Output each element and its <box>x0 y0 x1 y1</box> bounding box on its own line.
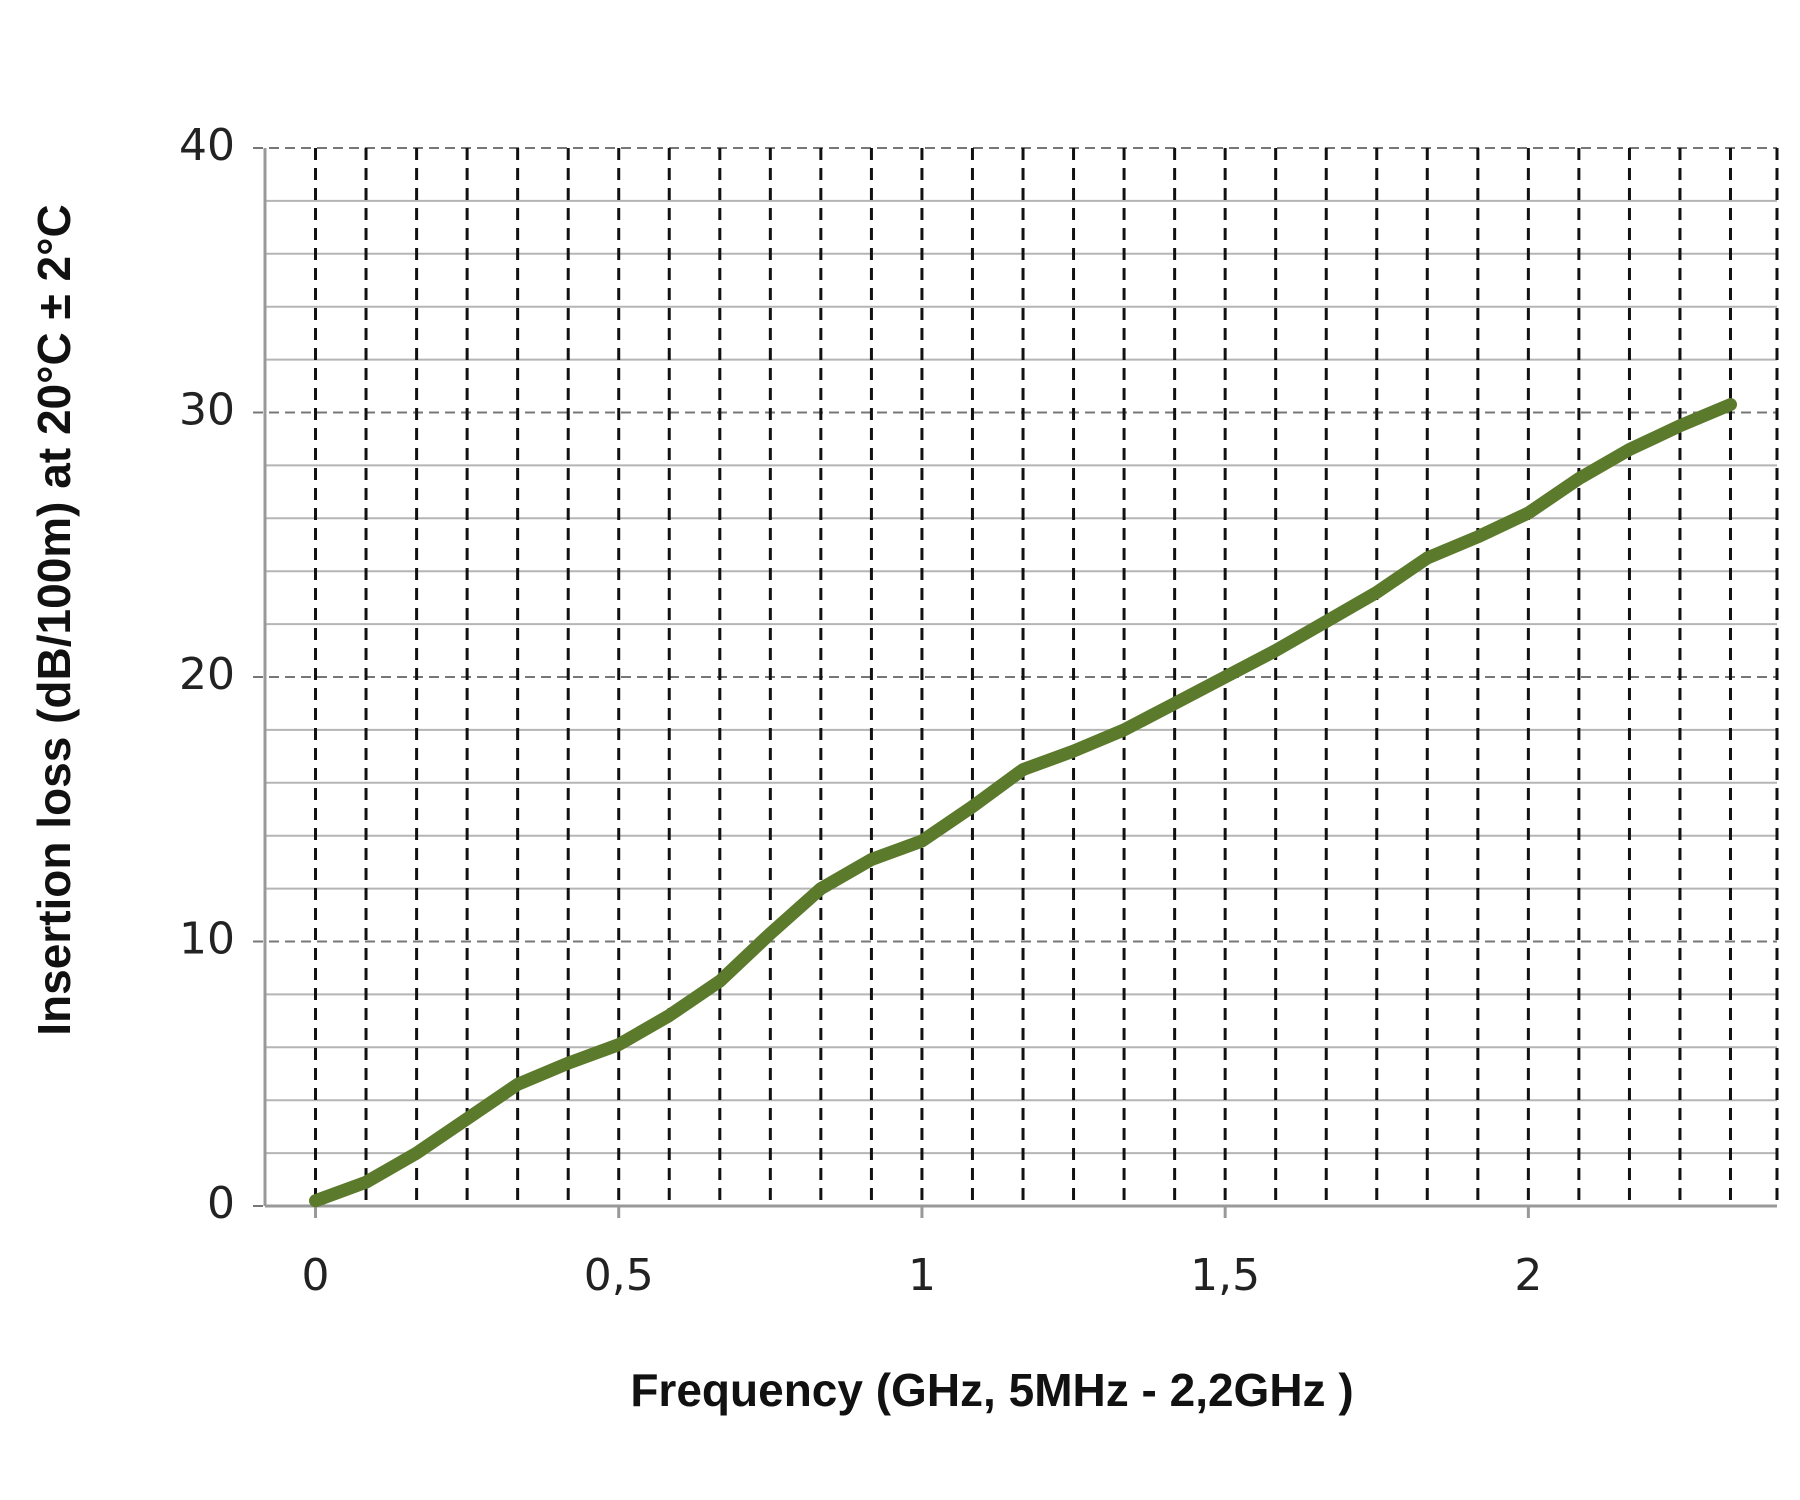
y-tick-label: 30 <box>179 385 235 436</box>
data-line <box>309 398 1737 1208</box>
y-axis-title: Insertion loss (dB/100m) at 20°C ± 2°C <box>28 204 80 1035</box>
y-tick-label: 40 <box>179 120 235 171</box>
x-tick-label: 1,5 <box>1190 1250 1260 1301</box>
x-axis-title: Frequency (GHz, 5MHz - 2,2GHz ) <box>630 1364 1353 1416</box>
x-tick-label: 1 <box>908 1250 936 1301</box>
y-tick-label: 10 <box>179 914 235 965</box>
x-tick-label: 0 <box>302 1250 330 1301</box>
y-tick-label: 20 <box>179 649 235 700</box>
y-tick-label: 0 <box>207 1178 235 1229</box>
x-tick-label: 2 <box>1514 1250 1542 1301</box>
x-tick-label: 0,5 <box>584 1250 654 1301</box>
